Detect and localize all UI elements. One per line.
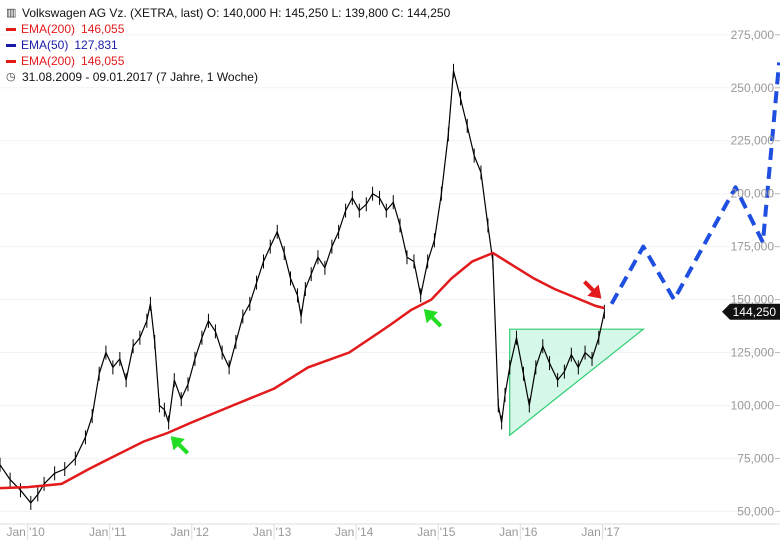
ema50-swatch <box>6 43 16 47</box>
x-tick-label: Jan '14 <box>335 525 374 539</box>
arrow-head <box>423 309 439 324</box>
x-tick-label: Jan '12 <box>171 525 210 539</box>
arrow-head <box>170 436 185 451</box>
annotation-arrows <box>170 280 602 455</box>
ema200-swatch <box>6 59 16 63</box>
y-tick-label: 175,000 <box>731 240 775 254</box>
legend-label: EMA(200) <box>21 54 76 68</box>
instrument-row: ▥ Volkswagen AG Vz. (XETRA, last) O: 140… <box>6 5 450 21</box>
y-tick-label: 275,000 <box>731 28 775 42</box>
clock-icon: ◷ <box>6 71 16 83</box>
period-line: 31.08.2009 - 09.01.2017 (7 Jahre, 1 Woch… <box>22 70 258 84</box>
arrow-head <box>587 284 602 299</box>
triangle-shape <box>509 328 646 437</box>
y-tick-label: 200,000 <box>731 187 775 201</box>
legend-value: 146,055 <box>81 22 125 36</box>
ema-series <box>0 251 605 490</box>
price-line <box>0 70 605 504</box>
y-tick-label: 250,000 <box>731 81 775 95</box>
y-tick-label: 225,000 <box>731 134 775 148</box>
price-badge-label: 144,250 <box>733 305 777 319</box>
y-tick-label: 150,000 <box>731 293 775 307</box>
x-tick-label: Jan '15 <box>417 525 456 539</box>
y-tick-label: 75,000 <box>737 451 774 465</box>
triangle-pattern <box>509 328 646 437</box>
x-axis: Jan '10 Jan '11 Jan '12 Jan '13 Jan '14 Jan '… <box>0 523 780 540</box>
legend-label: EMA(50) <box>21 38 69 52</box>
price-series <box>0 63 605 510</box>
period-row: ◷ 31.08.2009 - 09.01.2017 (7 Jahre, 1 Wo… <box>6 69 450 85</box>
x-tick-label: Jan '16 <box>499 525 538 539</box>
x-tick-label: Jan '13 <box>253 525 292 539</box>
forecast-series <box>609 62 780 305</box>
x-tick-label: Jan '11 <box>89 525 127 539</box>
x-tick-label: Jan '17 <box>581 525 620 539</box>
green-arrow-icon <box>423 309 443 328</box>
chart-legend: ▥ Volkswagen AG Vz. (XETRA, last) O: 140… <box>6 5 450 85</box>
green-arrow-icon <box>170 436 190 455</box>
ema200-swatch <box>6 27 16 31</box>
legend-item-ema200: EMA(200) 146,055 <box>6 21 450 37</box>
x-tick-label: Jan '10 <box>6 525 45 539</box>
y-tick-label: 125,000 <box>731 346 775 360</box>
y-tick-label: 50,000 <box>737 504 774 518</box>
price-badge-shape <box>722 303 780 320</box>
legend-label: EMA(200) <box>21 22 76 36</box>
legend-value: 127,831 <box>74 38 118 52</box>
instrument-line: Volkswagen AG Vz. (XETRA, last) O: 140,0… <box>22 6 451 20</box>
grid <box>0 34 780 512</box>
red-arrow-icon <box>583 280 602 299</box>
last-price-badge: 144,250 <box>722 303 780 320</box>
ema200-line <box>0 251 605 490</box>
bar-chart-icon: ▥ <box>6 7 17 19</box>
legend-value: 146,055 <box>81 54 125 68</box>
legend-item-ema200-2: EMA(200) 146,055 <box>6 53 450 69</box>
y-axis: 50,000 75,000 100,000 125,000 150,000 175,000… <box>731 28 780 518</box>
legend-item-ema50: EMA(50) 127,831 <box>6 37 450 53</box>
y-tick-label: 100,000 <box>731 399 775 413</box>
forecast-line <box>609 62 780 305</box>
